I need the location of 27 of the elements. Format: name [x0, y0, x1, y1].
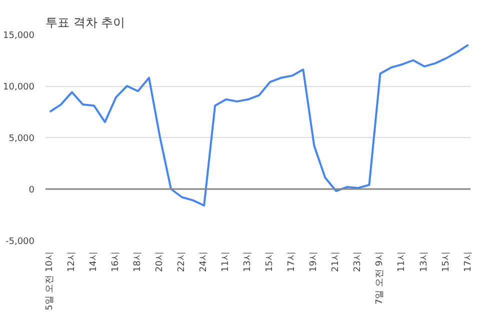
x-tick-label: 16시 [110, 252, 121, 272]
y-tick-label: -5,000 [5, 237, 35, 247]
x-tick-label: 17시 [287, 252, 298, 272]
x-tick-label: 12시 [66, 252, 77, 272]
x-tick-label: 15시 [265, 252, 276, 272]
x-tick-label: 24시 [199, 252, 210, 272]
chart-title: 투표 격차 추이 [46, 16, 126, 30]
x-tick-label: 11시 [221, 252, 232, 272]
y-tick-label: 15,000 [3, 31, 35, 41]
y-tick-label: 5,000 [8, 134, 35, 144]
x-tick-label: 11시 [397, 252, 408, 272]
x-tick-label: 19시 [309, 252, 320, 272]
x-tick-label: 21시 [331, 252, 342, 272]
x-tick-label: 13시 [419, 252, 430, 272]
x-tick-label: 22시 [177, 252, 188, 272]
x-tick-label: 20시 [155, 252, 166, 272]
x-tick-label: 13시 [243, 252, 254, 272]
x-tick-label: 15시 [441, 252, 452, 272]
x-tick-label: 17시 [463, 252, 474, 272]
x-tick-label: 5일 오전 10시 [44, 251, 55, 310]
x-tick-label: 7일 오전 9시 [375, 251, 386, 305]
x-tick-label: 18시 [132, 252, 143, 272]
y-tick-label: 10,000 [3, 82, 35, 92]
line-series [48, 44, 470, 206]
y-tick-label: 0 [28, 186, 35, 196]
x-tick-label: 23시 [353, 252, 364, 272]
x-tick-label: 14시 [88, 252, 99, 272]
